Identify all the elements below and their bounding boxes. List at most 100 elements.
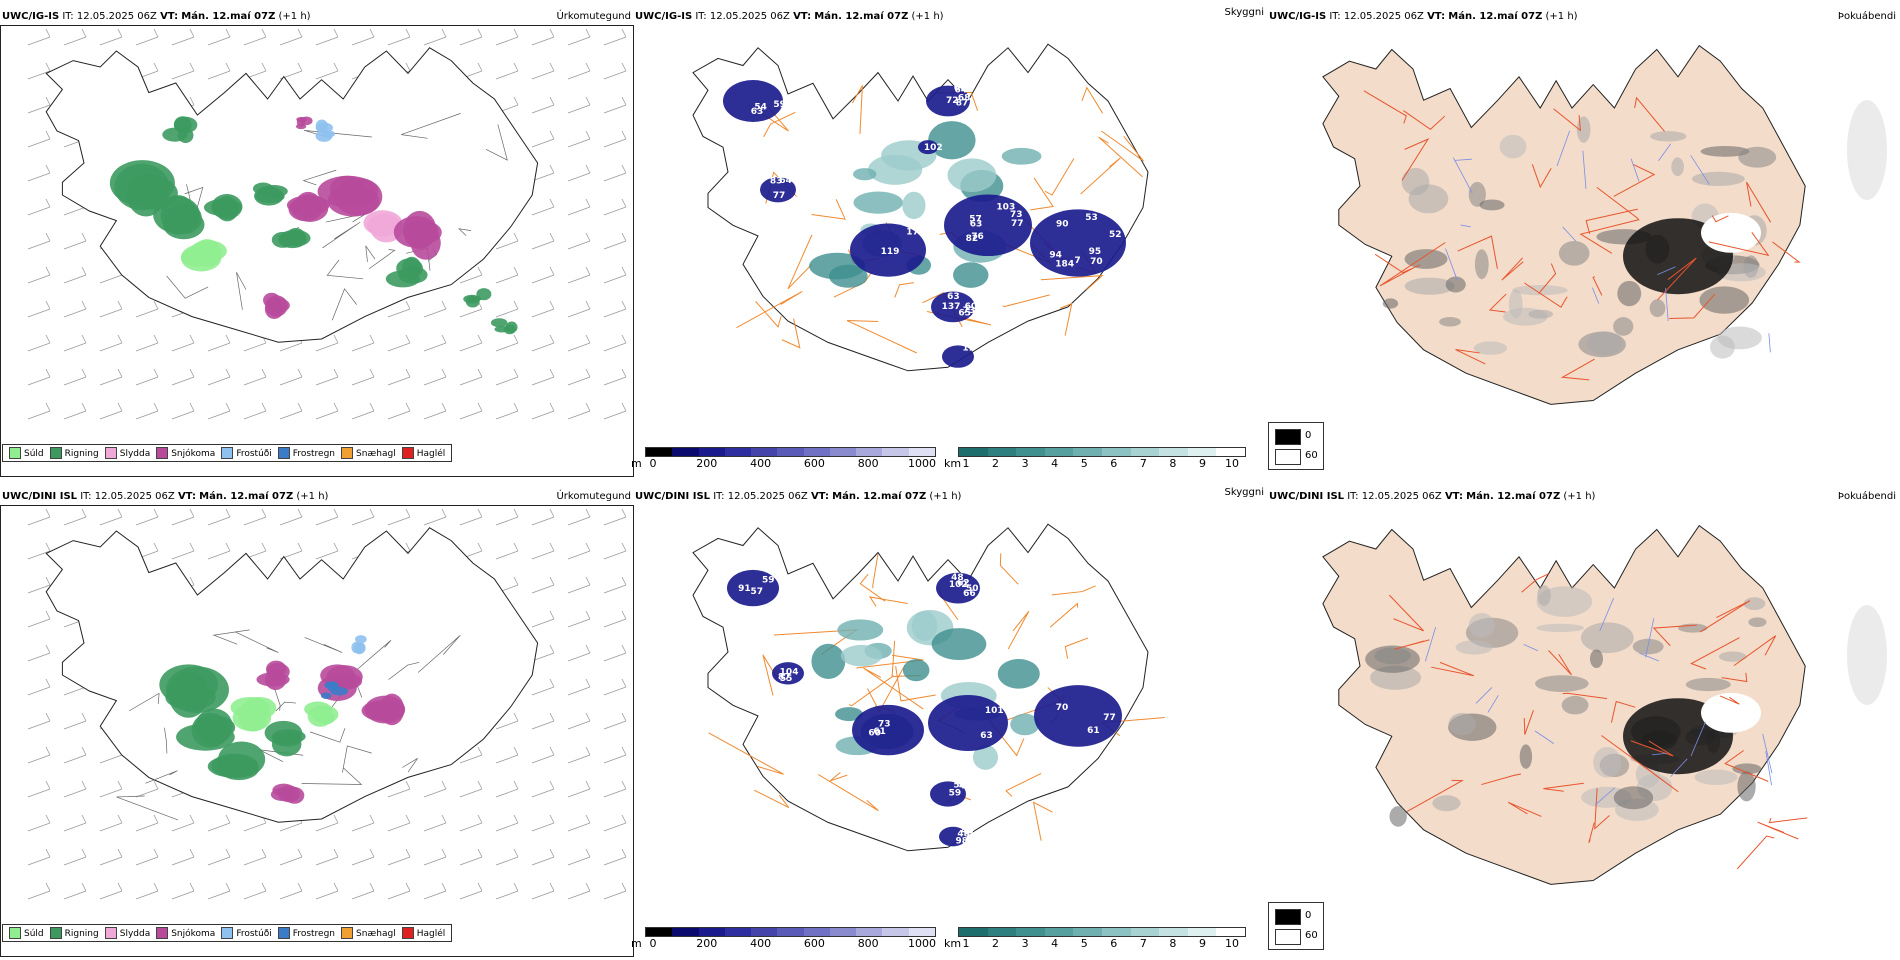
legend-swatch bbox=[49, 927, 62, 939]
wind-barb bbox=[351, 822, 375, 832]
precip-area bbox=[192, 239, 222, 267]
wind-barb bbox=[63, 686, 87, 696]
ceiling-value-label: 60 bbox=[868, 729, 881, 739]
wind-barb-flag bbox=[585, 780, 591, 790]
wind-barb-flag bbox=[405, 814, 411, 824]
wind-barb bbox=[459, 754, 483, 764]
road-line bbox=[1080, 157, 1121, 195]
wind-barb bbox=[567, 70, 591, 80]
low-ceiling-area bbox=[944, 194, 1032, 257]
precip-type-panel: UWC/IG-IS IT: 12.05.2025 06Z VT: Mán. 12… bbox=[0, 10, 635, 480]
wind-barb bbox=[171, 342, 195, 352]
wind-barb bbox=[531, 240, 555, 250]
road-line bbox=[1613, 164, 1656, 197]
low-visibility-area bbox=[902, 659, 930, 682]
wind-barb-flag bbox=[153, 28, 159, 38]
river-line bbox=[1592, 287, 1600, 304]
ceiling-value-label: 70 bbox=[1056, 703, 1069, 713]
wind-barb bbox=[603, 720, 627, 730]
wind-barb-flag bbox=[513, 882, 519, 892]
colorbar-swatches bbox=[645, 927, 936, 937]
road-line bbox=[212, 629, 250, 645]
wind-barb-flag bbox=[477, 746, 483, 756]
ceiling-value-label: 54 bbox=[754, 102, 767, 112]
road-line bbox=[1634, 96, 1665, 132]
forecast-offset: (+1 h) bbox=[911, 11, 944, 22]
colorbar-swatch bbox=[908, 928, 935, 936]
wind-barb bbox=[243, 822, 267, 832]
fog-index-area bbox=[1537, 585, 1551, 606]
legend-label: Slydda bbox=[119, 928, 151, 939]
wind-barb-flag bbox=[621, 712, 627, 722]
ceiling-value-label: 94 bbox=[1049, 251, 1062, 261]
ceiling-value-label: 184 bbox=[1055, 259, 1074, 269]
wind-barb bbox=[315, 822, 339, 832]
wind-barb-flag bbox=[549, 300, 555, 310]
river-line bbox=[1665, 288, 1669, 322]
road-line bbox=[846, 320, 917, 354]
precip-type-panel: UWC/DINI ISL IT: 12.05.2025 06Z VT: Mán.… bbox=[0, 490, 635, 960]
low-ceiling-area bbox=[939, 826, 967, 847]
road-line bbox=[128, 692, 160, 712]
fog-index-area bbox=[1439, 317, 1461, 327]
wind-barb bbox=[603, 550, 627, 560]
wind-barb-flag bbox=[405, 334, 411, 344]
forecast-offset: (+1 h) bbox=[1563, 491, 1596, 502]
ceiling-value-label: 73 bbox=[878, 719, 891, 729]
wind-barb bbox=[567, 686, 591, 696]
wind-barb bbox=[27, 70, 51, 80]
low-visibility-area bbox=[828, 264, 868, 288]
low-ceiling-area bbox=[928, 695, 1008, 751]
fog-index-area bbox=[1536, 623, 1585, 633]
colorbar-swatch bbox=[856, 928, 883, 936]
valid-time: Mán. 12.maí 07Z bbox=[1448, 11, 1543, 22]
wind-barb bbox=[387, 788, 411, 798]
wind-barb bbox=[63, 342, 87, 352]
fog-index-area bbox=[1561, 695, 1589, 715]
precip-legend-item: Snjókoma bbox=[156, 927, 215, 939]
ceiling-value-label: 60 bbox=[965, 302, 978, 312]
wind-barb-flag bbox=[621, 164, 627, 174]
wind-barb bbox=[27, 376, 51, 386]
wind-barb bbox=[315, 890, 339, 900]
ceiling-value-label: 61 bbox=[873, 727, 886, 737]
wind-barb-flag bbox=[513, 576, 519, 586]
road-line bbox=[457, 228, 472, 236]
wind-barb bbox=[459, 890, 483, 900]
wind-barb-flag bbox=[153, 882, 159, 892]
wind-barb-flag bbox=[621, 198, 627, 208]
wind-barb bbox=[603, 410, 627, 420]
fog-index-area bbox=[1473, 341, 1508, 355]
wind-barb bbox=[27, 138, 51, 148]
ceiling-value-label: 64 bbox=[779, 176, 792, 186]
ceiling-value-label: 90 bbox=[1056, 220, 1069, 230]
wind-barb bbox=[423, 376, 447, 386]
river-line bbox=[1658, 143, 1672, 162]
wind-barb bbox=[531, 550, 555, 560]
road-line bbox=[1524, 282, 1568, 308]
colorbar-tick: 9 bbox=[1198, 937, 1206, 950]
precip-legend-item: Haglél bbox=[401, 447, 445, 459]
wind-barb bbox=[567, 584, 591, 594]
wind-barb bbox=[351, 856, 375, 866]
wind-barb bbox=[27, 788, 51, 798]
wind-barb-flag bbox=[45, 62, 51, 72]
init-time: 12.05.2025 06Z bbox=[709, 11, 790, 22]
wind-barb-flag bbox=[81, 712, 87, 722]
precip-legend-item: Súld bbox=[9, 447, 44, 459]
colorbar-swatch bbox=[1044, 448, 1074, 456]
precip-area bbox=[291, 194, 329, 222]
wind-barb bbox=[279, 516, 303, 526]
wind-barb bbox=[27, 516, 51, 526]
ceiling-value-label: 87 bbox=[956, 99, 969, 109]
wind-barb bbox=[603, 172, 627, 182]
ceiling-value-label: 103 bbox=[996, 202, 1015, 212]
road-line bbox=[1585, 208, 1638, 234]
wind-barb bbox=[567, 36, 591, 46]
model-name: UWC/DINI ISL bbox=[635, 491, 711, 502]
wind-barb-flag bbox=[189, 402, 195, 412]
colorbar-unit: km bbox=[944, 937, 962, 950]
wind-barb bbox=[135, 890, 159, 900]
road-line bbox=[1579, 219, 1639, 254]
colorbar-swatch bbox=[959, 928, 988, 936]
